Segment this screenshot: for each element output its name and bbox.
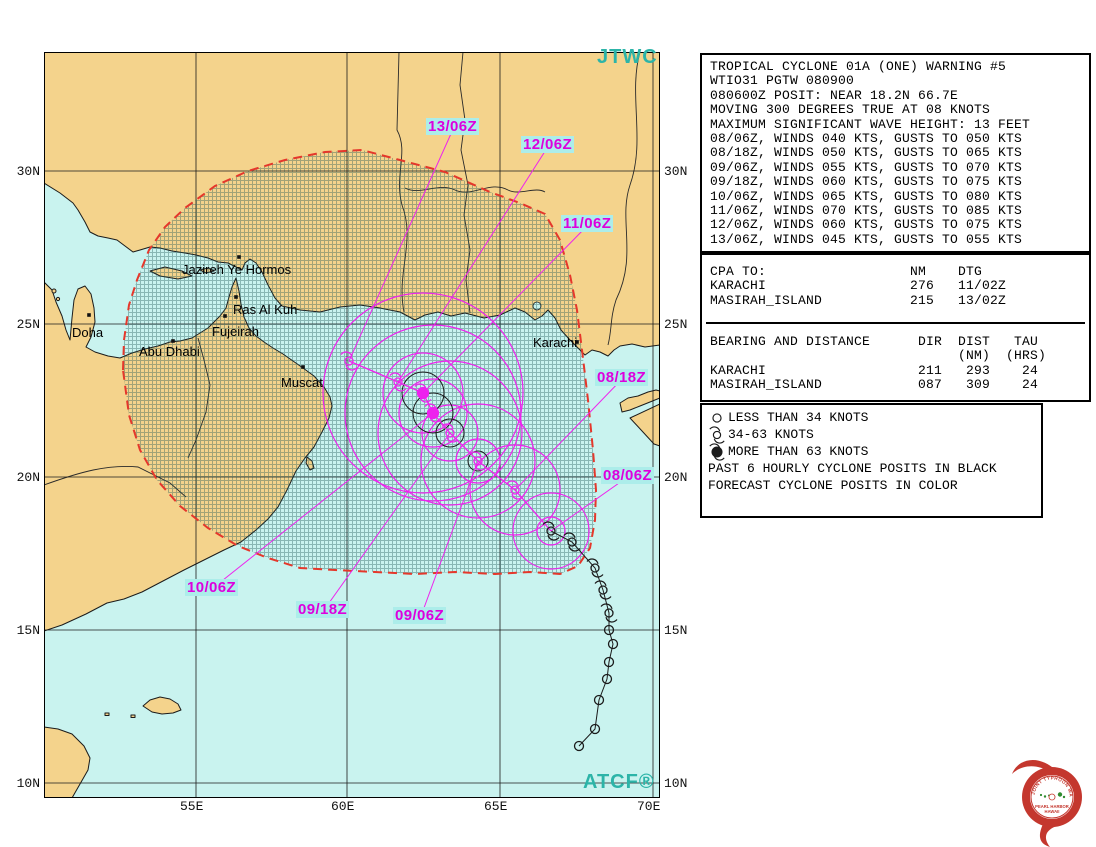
legend-item: MORE THAN 63 KNOTS xyxy=(708,442,1041,461)
island-bahrain xyxy=(51,288,57,294)
forecast-time-label: 08/06Z xyxy=(601,467,655,484)
lat-label-right: 20N xyxy=(664,470,688,485)
cpa-bearing-panel: CPA TO: NM DTG KARACHI 276 11/02Z MASIRA… xyxy=(700,253,1091,402)
city-dot xyxy=(171,339,175,343)
danger-area xyxy=(121,148,598,576)
land-horn-of-africa xyxy=(44,726,91,798)
jtwc-watermark: JTWC xyxy=(597,46,658,68)
legend-ts-symbol-icon xyxy=(709,425,725,444)
lat-label-right: 10N xyxy=(664,776,688,791)
legend-ty-symbol-icon xyxy=(709,442,725,461)
island-small-2 xyxy=(130,714,136,718)
warning-lines: TROPICAL CYCLONE 01A (ONE) WARNING #5 WT… xyxy=(710,59,1031,247)
city-dot xyxy=(87,313,91,317)
island-small-1 xyxy=(104,712,110,716)
lat-label-right: 25N xyxy=(664,317,688,332)
forecast-time-label: 09/18Z xyxy=(296,601,350,618)
city-label: Jazireh Ye Hormos xyxy=(182,262,292,277)
city-label: Karachi xyxy=(533,335,578,350)
legend-item: 34-63 KNOTS xyxy=(708,425,1041,444)
legend-item-label: MORE THAN 63 KNOTS xyxy=(728,444,869,459)
city-dot xyxy=(575,340,579,344)
city-label: Doha xyxy=(72,325,104,340)
atcf-watermark: ATCF® xyxy=(583,771,655,793)
legend-note: FORECAST CYCLONE POSITS IN COLOR xyxy=(708,478,958,493)
seal-line1: PEARL HARBOR xyxy=(1035,804,1069,809)
border-saudi-yemen xyxy=(44,465,187,498)
seal-line2: HAWAII xyxy=(1045,809,1060,814)
legend-td-symbol-icon xyxy=(712,412,722,423)
lat-label-left: 30N xyxy=(16,164,40,179)
forecast-time-label: 10/06Z xyxy=(185,579,239,596)
island-kutch xyxy=(619,389,660,413)
legend-item-label: 34-63 KNOTS xyxy=(728,427,814,442)
city-dot xyxy=(237,255,241,259)
map-canvas xyxy=(44,52,660,798)
legend-item: LESS THAN 34 KNOTS xyxy=(708,409,1041,426)
legend-note: PAST 6 HOURLY CYCLONE POSITS IN BLACK xyxy=(708,461,997,476)
cpa-table: CPA TO: NM DTG KARACHI 276 11/02Z MASIRA… xyxy=(710,264,1007,308)
panel-divider xyxy=(706,322,1085,324)
island-bahrain-2 xyxy=(55,296,61,302)
lat-label-left: 20N xyxy=(16,470,40,485)
lat-label-left: 10N xyxy=(16,776,40,791)
land-gujarat xyxy=(629,403,660,447)
city-label: Muscat xyxy=(281,375,323,390)
forecast-time-label: 13/06Z xyxy=(426,118,480,135)
forecast-time-label: 11/06Z xyxy=(561,215,614,232)
lon-label: 70E xyxy=(637,799,661,814)
lat-label-left: 25N xyxy=(16,317,40,332)
city-label: Ras Al Kuh xyxy=(233,302,298,317)
city-label: Abu Dhabi xyxy=(139,344,200,359)
legend-item-label: LESS THAN 34 KNOTS xyxy=(728,410,869,425)
city-dot xyxy=(234,295,238,299)
city-dot xyxy=(223,314,227,318)
river-indus xyxy=(607,52,641,346)
lon-label: 65E xyxy=(484,799,508,814)
forecast-time-label: 08/18Z xyxy=(595,369,649,386)
lat-label-right: 15N xyxy=(664,623,688,638)
legend-rows: LESS THAN 34 KNOTS 34-63 KNOTS MORE THAN 6… xyxy=(708,409,1041,494)
forecast-time-label: 12/06Z xyxy=(521,136,575,153)
city-label: Fujeirah xyxy=(212,324,259,339)
track-overlay xyxy=(87,126,630,752)
lon-label: 55E xyxy=(180,799,204,814)
jtwc-seal: JOINT TYPHOON WARNING CENTER PEARL HARBO… xyxy=(1008,750,1082,847)
legend-panel: LESS THAN 34 KNOTS 34-63 KNOTS MORE THAN 6… xyxy=(700,403,1043,518)
island-socotra xyxy=(142,696,182,715)
bearing-distance-table: BEARING AND DISTANCE DIR DIST TAU (NM) (… xyxy=(710,334,1047,393)
lat-label-right: 30N xyxy=(664,164,688,179)
lat-label-left: 15N xyxy=(16,623,40,638)
warning-text-panel: TROPICAL CYCLONE 01A (ONE) WARNING #5 WT… xyxy=(700,53,1091,253)
forecast-time-label: 09/06Z xyxy=(393,607,447,624)
lon-label: 60E xyxy=(331,799,355,814)
city-dot xyxy=(301,365,305,369)
